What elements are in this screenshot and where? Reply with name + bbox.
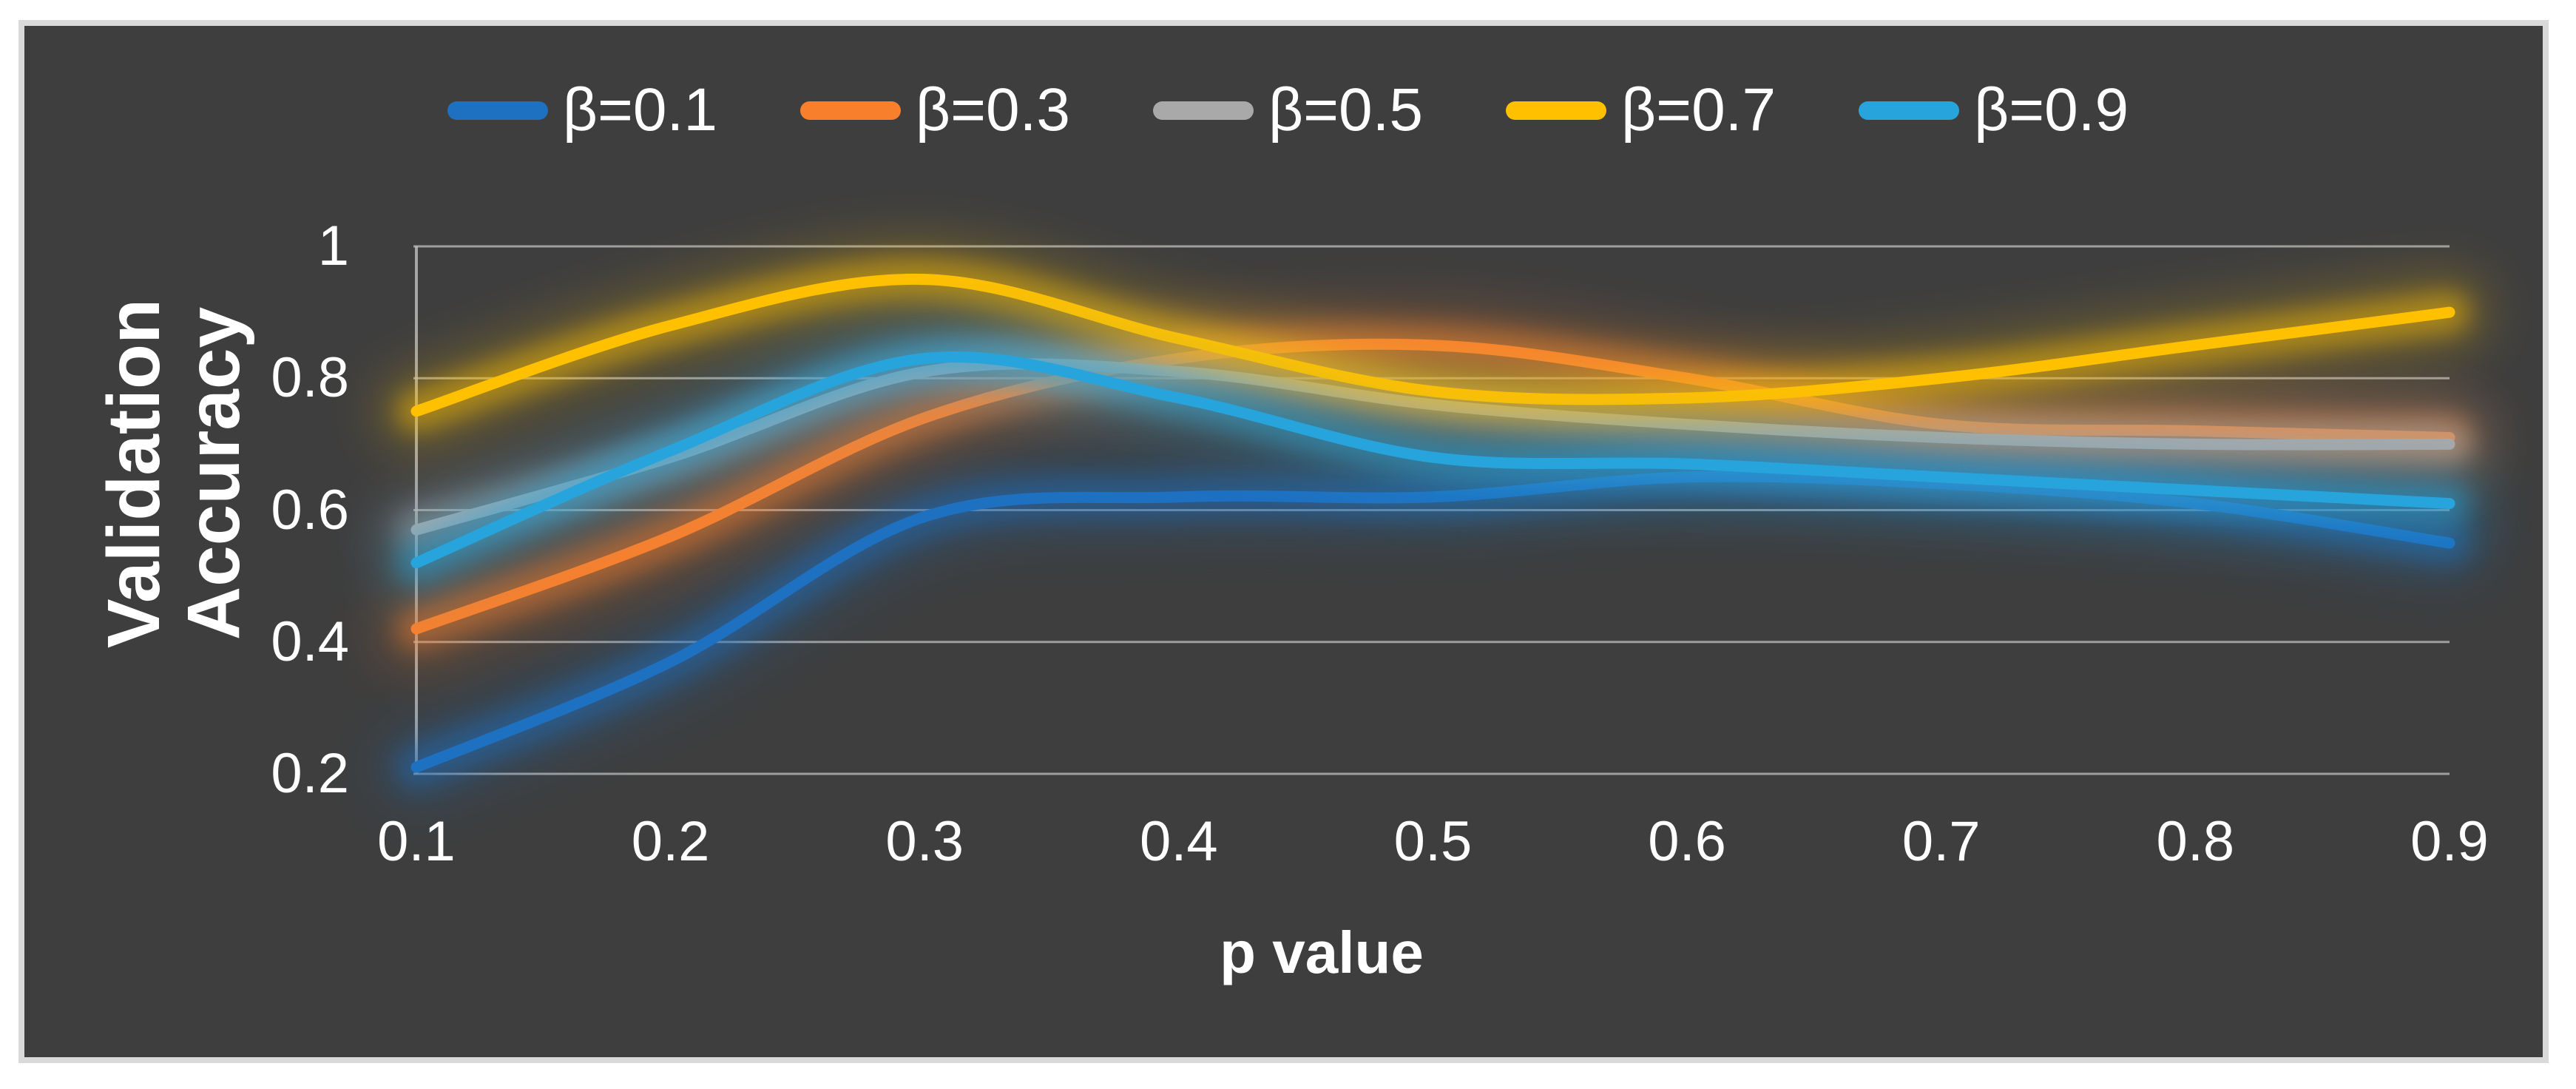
series-lines	[376, 238, 2490, 809]
y-tick-label: 0.4	[271, 610, 349, 673]
legend-item: β=0.3	[799, 76, 1070, 144]
legend-label: β=0.1	[562, 76, 717, 144]
x-tick-label: 0.8	[2156, 810, 2235, 873]
x-tick-label: 0.5	[1393, 810, 1473, 873]
legend-item: β=0.5	[1152, 76, 1424, 144]
series-line	[410, 273, 2455, 417]
legend-swatch	[799, 101, 901, 120]
x-tick-label: 0.4	[1140, 810, 1218, 873]
x-tick-label: 0.6	[1648, 810, 1726, 873]
legend-item: β=0.1	[447, 80, 717, 141]
legend-item: β=0.7	[1506, 80, 1776, 141]
series-line	[410, 351, 2455, 569]
legend-label: β=0.3	[915, 76, 1070, 144]
x-tick-label: 0.9	[2410, 810, 2489, 873]
legend-label: β=0.7	[1621, 76, 1777, 144]
y-tick-label: 0.8	[271, 346, 349, 410]
y-tick-label: 0.6	[271, 478, 349, 542]
y-tick-label: 1	[317, 215, 349, 277]
legend-label: β=0.9	[1974, 76, 2129, 144]
legend-label: β=0.5	[1268, 76, 1424, 144]
x-tick-label: 0.2	[631, 810, 710, 873]
legend-item: β=0.9	[1859, 80, 2129, 141]
legend-swatch	[1859, 101, 1960, 120]
x-tick-label: 0.7	[1901, 810, 1981, 873]
x-axis-title: p value	[1220, 920, 1424, 985]
legend-swatch	[447, 101, 548, 120]
x-tick-label: 0.1	[377, 810, 456, 873]
y-tick-label: 0.2	[271, 742, 349, 805]
legend-swatch	[1506, 101, 1607, 120]
legend-swatch	[1152, 101, 1254, 120]
legend: β=0.1 β=0.3 β=0.5 β=0.7 β=0.9	[0, 80, 2576, 141]
x-tick-label: 0.3	[885, 810, 964, 873]
y-axis-title-line1: Validation	[92, 298, 175, 649]
